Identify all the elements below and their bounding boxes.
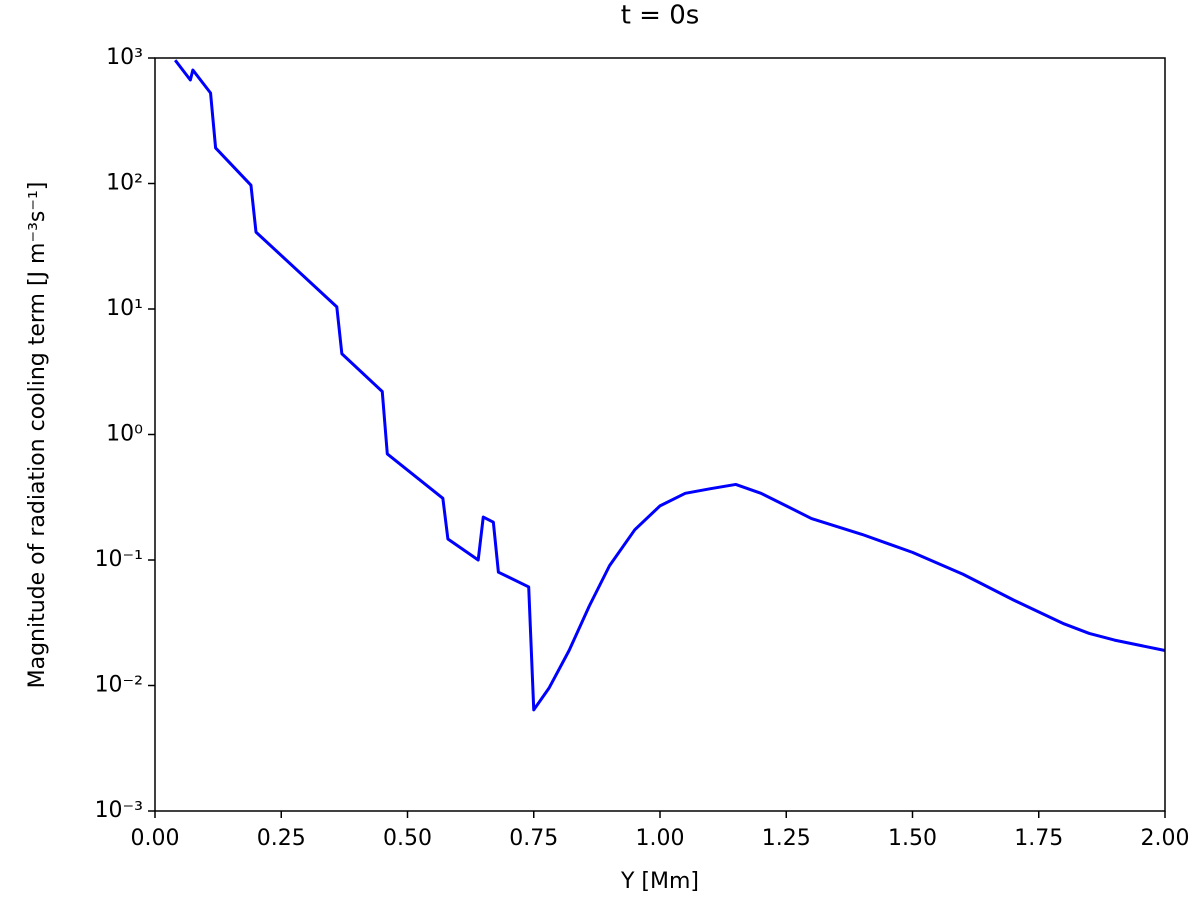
y-axis-label: Magnitude of radiation cooling term [J m… (25, 182, 50, 689)
x-tick-label: 1.00 (636, 826, 685, 851)
y-tick-label: 10¹ (106, 296, 143, 321)
y-tick-label: 10⁻³ (95, 798, 143, 823)
data-line (174, 59, 1166, 712)
x-tick-label: 1.50 (888, 826, 937, 851)
y-tick-label: 10⁰ (106, 422, 143, 447)
x-tick-label: 0.75 (509, 826, 558, 851)
plot-frame (154, 57, 1166, 812)
y-tick-label: 10² (106, 171, 143, 196)
x-axis-label: Y [Mm] (620, 869, 699, 894)
y-tick-label: 10⁻¹ (95, 547, 143, 572)
x-tick-label: 2.00 (1141, 826, 1190, 851)
x-tick-label: 1.75 (1014, 826, 1063, 851)
x-tick-label: 1.25 (762, 826, 811, 851)
x-tick-label: 0.00 (131, 826, 180, 851)
x-tick-label: 0.25 (257, 826, 306, 851)
x-tick-label: 0.50 (383, 826, 432, 851)
y-tick-label: 10⁻² (95, 673, 143, 698)
chart-title: t = 0s (621, 1, 700, 31)
y-tick-label: 10³ (106, 45, 143, 70)
